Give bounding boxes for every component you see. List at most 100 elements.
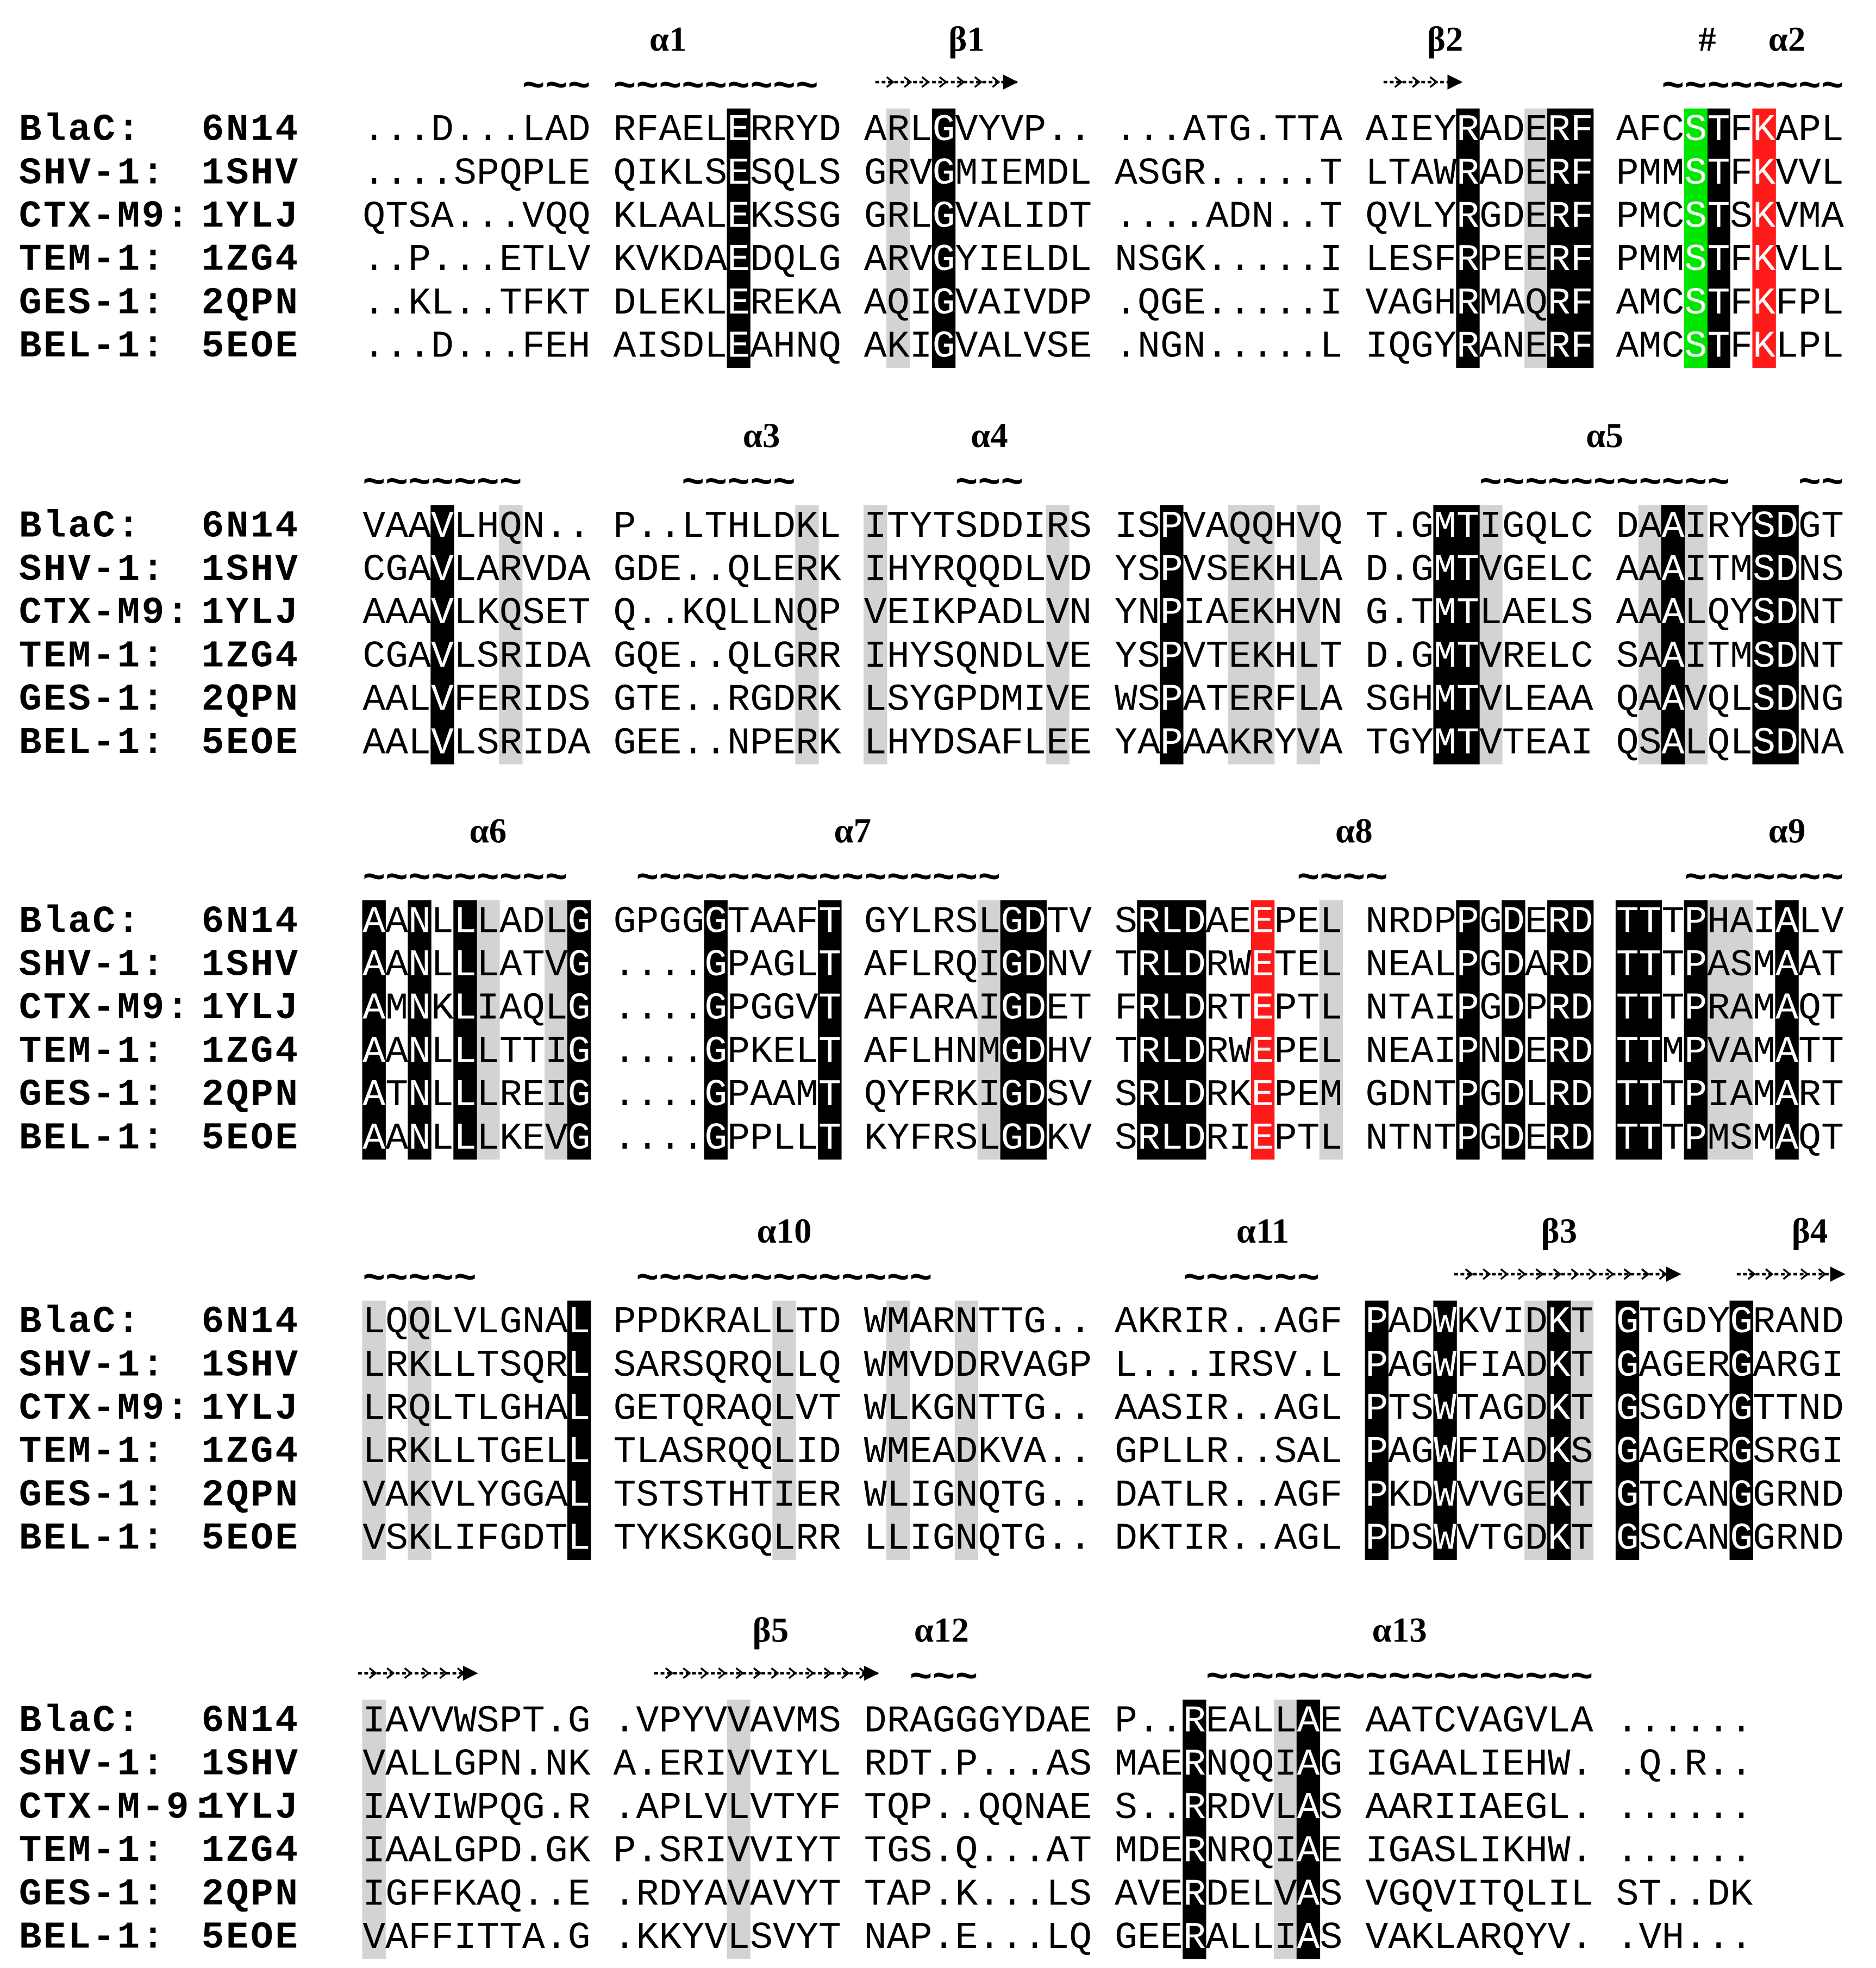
residue: E: [659, 281, 681, 324]
sequence-segment: WMVDDRVAGP: [864, 1344, 1092, 1387]
residue: Q: [1365, 195, 1388, 238]
residue: R: [1206, 987, 1229, 1030]
sequence-name: SHV-1:: [19, 944, 166, 987]
residue: N: [1411, 1074, 1434, 1117]
residue: A: [1137, 722, 1160, 764]
residue: L: [773, 1117, 796, 1160]
residue: D: [1183, 1117, 1206, 1160]
residue: D: [1046, 281, 1069, 324]
sequence-segment: ..KL..TFKT: [362, 281, 590, 324]
residue: .: [1274, 281, 1297, 324]
residue: .: [1661, 1829, 1684, 1872]
residue: S: [1616, 635, 1639, 678]
residue: Y: [1115, 722, 1137, 764]
residue: A: [1502, 281, 1525, 324]
residue: D: [1000, 592, 1023, 635]
strand-arrow-head: [1535, 1268, 1544, 1280]
residue: R: [864, 1743, 887, 1786]
residue: R: [1548, 152, 1571, 195]
residue: A: [1206, 722, 1229, 764]
residue: I: [522, 678, 545, 721]
residue: L: [454, 1474, 477, 1516]
residue: S: [1730, 195, 1753, 238]
residue: I: [545, 1030, 568, 1073]
residue: A: [1183, 678, 1206, 721]
residue: Q: [978, 548, 1000, 591]
residue: D: [1775, 548, 1798, 591]
residue: E: [1252, 944, 1274, 987]
residue: F: [1571, 195, 1593, 238]
residue: D: [545, 635, 568, 678]
sequence-name: BEL-1:: [19, 325, 166, 368]
residue: D: [1616, 505, 1639, 548]
residue: A: [1115, 1873, 1137, 1916]
pdb-code: 1YLJ: [202, 987, 300, 1030]
residue: L: [1434, 1916, 1456, 1959]
residue: R: [887, 1700, 910, 1743]
residue: A: [750, 900, 773, 943]
residue: T: [1160, 1517, 1183, 1560]
residue: I: [864, 548, 887, 591]
residue: Q: [1707, 678, 1730, 721]
residue: .: [499, 325, 522, 368]
residue: L: [864, 722, 887, 764]
residue: N: [1707, 1517, 1730, 1560]
residue: .: [1616, 1916, 1639, 1959]
residue: G: [568, 1700, 591, 1743]
residue: .: [1229, 1387, 1252, 1430]
residue: Y: [1434, 109, 1456, 152]
gray-shade: [362, 1300, 386, 1560]
residue: .: [1046, 1517, 1069, 1560]
residue: L: [978, 1117, 1000, 1160]
residue: M: [1753, 944, 1775, 987]
residue: .: [1707, 1786, 1730, 1829]
residue: D: [1229, 1786, 1252, 1829]
residue: A: [1046, 1829, 1069, 1872]
residue: T: [1661, 900, 1684, 943]
residue: V: [1479, 722, 1502, 764]
residue: .: [1730, 1829, 1753, 1872]
residue: I: [362, 1873, 385, 1916]
residue: R: [1775, 1431, 1798, 1474]
residue: A: [1206, 592, 1229, 635]
sequence-segment: AFARAIGDET: [864, 987, 1092, 1030]
residue: P: [1456, 1117, 1479, 1160]
pdb-code: 1ZG4: [202, 1829, 300, 1872]
residue: P: [477, 152, 499, 195]
residue: I: [1479, 505, 1502, 548]
residue: G: [1479, 944, 1502, 987]
residue: L: [796, 944, 818, 987]
sequence-segment: AALVLSRIDA: [362, 722, 590, 764]
strand-arrow-head: [683, 1667, 691, 1679]
residue: Y: [978, 109, 1000, 152]
pdb-code: 1ZG4: [202, 239, 300, 281]
residue: E: [1502, 1786, 1525, 1829]
residue: W: [1229, 1030, 1252, 1073]
residue: Q: [818, 325, 841, 368]
residue: L: [1320, 987, 1342, 1030]
black-shade: [1638, 900, 1662, 1160]
residue: G: [1297, 1474, 1320, 1516]
residue: S: [614, 1344, 636, 1387]
strand-arrow-head: [1783, 1268, 1791, 1280]
residue: K: [1548, 1517, 1571, 1560]
residue: Q: [773, 239, 796, 281]
residue: P: [1434, 900, 1456, 943]
residue: D: [1502, 1030, 1525, 1073]
residue: .: [681, 944, 704, 987]
residue: D: [1571, 1117, 1593, 1160]
residue: G: [933, 1517, 955, 1560]
residue: F: [1115, 987, 1137, 1030]
residue: I: [1684, 548, 1707, 591]
residue: T: [1616, 987, 1639, 1030]
residue: I: [1000, 281, 1023, 324]
residue: W: [454, 1786, 477, 1829]
residue: S: [1753, 592, 1775, 635]
residue: F: [887, 944, 910, 987]
residue: .: [362, 325, 385, 368]
gray-shade: [1228, 505, 1252, 764]
residue: V: [1274, 1344, 1297, 1387]
residue: .: [636, 505, 659, 548]
residue: T: [1639, 1474, 1662, 1516]
residue: S: [1320, 1916, 1342, 1959]
